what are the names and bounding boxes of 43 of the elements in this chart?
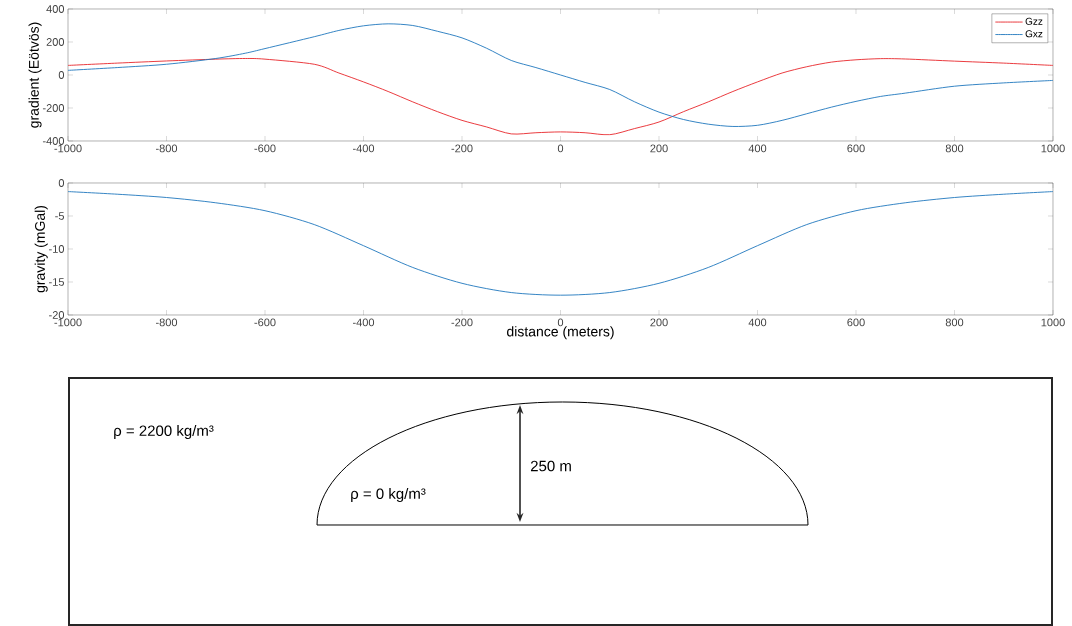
y-axis-title: gradient (Eötvös) bbox=[28, 22, 42, 128]
y-tick-label: -15 bbox=[49, 278, 64, 286]
y-tick-label: -400 bbox=[42, 137, 65, 145]
x-tick-label: 800 bbox=[945, 144, 964, 153]
text: ρ = 2200 kg/m³ bbox=[114, 425, 214, 439]
x-tick-label: -800 bbox=[155, 318, 178, 327]
y-tick-label: -200 bbox=[42, 104, 65, 112]
y-tick-label: 200 bbox=[46, 38, 65, 46]
x-tick-label: -400 bbox=[352, 318, 375, 327]
x-tick-label: -1000 bbox=[54, 144, 82, 153]
x-tick-label: 600 bbox=[847, 144, 865, 153]
line-series bbox=[68, 58, 1053, 136]
text: 250 m bbox=[530, 460, 571, 472]
x-tick-label: 400 bbox=[748, 318, 767, 327]
x-tick-label: -600 bbox=[254, 144, 276, 153]
x-tick-label: -800 bbox=[155, 144, 178, 153]
y-tick-label: 400 bbox=[46, 5, 65, 13]
y-axis-title: gravity (mGal) bbox=[34, 205, 48, 293]
x-tick-label: -200 bbox=[451, 318, 473, 327]
x-tick-label: 1000 bbox=[1041, 318, 1065, 327]
x-tick-label: 0 bbox=[557, 318, 564, 327]
x-tick-label: 200 bbox=[650, 144, 668, 153]
legend-label: Gzz bbox=[1025, 17, 1043, 25]
x-tick-label: 600 bbox=[847, 318, 865, 327]
x-tick-label: -1000 bbox=[54, 318, 82, 327]
x-tick-label: 200 bbox=[650, 318, 668, 327]
y-tick-label: -10 bbox=[49, 245, 65, 253]
x-tick-label: 1000 bbox=[1041, 144, 1065, 153]
x-axis-title: distance (meters) bbox=[507, 326, 614, 340]
x-tick-label: -600 bbox=[254, 318, 276, 327]
y-tick-label: -20 bbox=[49, 311, 65, 319]
x-tick-label: 800 bbox=[945, 318, 964, 327]
line-series bbox=[68, 23, 1053, 127]
x-tick-label: -400 bbox=[352, 144, 375, 153]
y-tick-label: 0 bbox=[58, 71, 65, 79]
x-tick-label: 400 bbox=[748, 144, 767, 153]
y-tick-label: 0 bbox=[58, 179, 65, 187]
x-tick-label: -200 bbox=[451, 144, 473, 153]
y-tick-label: -5 bbox=[55, 212, 64, 220]
legend-label: Gxz bbox=[1025, 30, 1043, 38]
x-tick-label: 0 bbox=[557, 144, 564, 153]
text: ρ = 0 kg/m³ bbox=[351, 487, 426, 502]
line-series bbox=[68, 191, 1053, 296]
